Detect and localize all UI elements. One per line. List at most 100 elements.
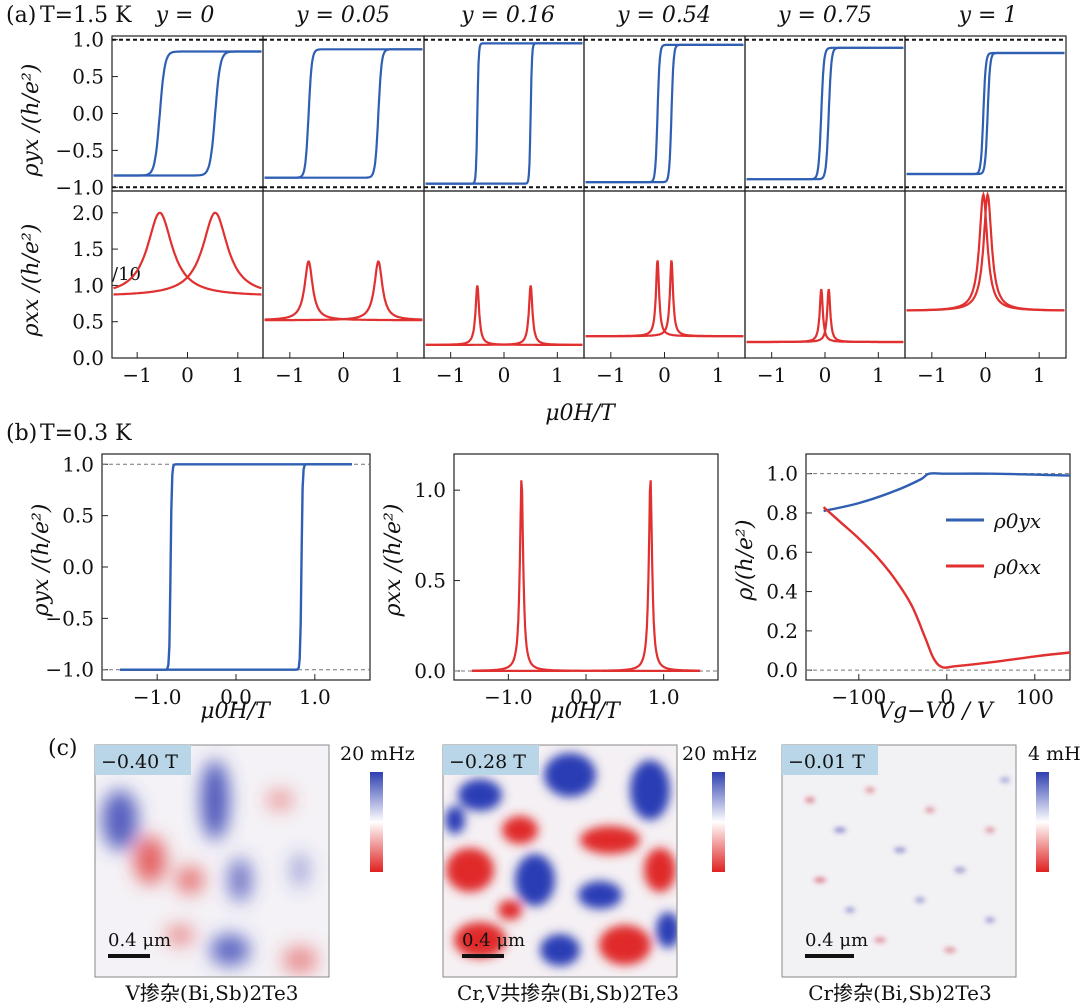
map-2-field: −0.28 T [449,751,526,773]
a-rho-yx-up-2 [425,42,583,185]
b-xlabel-2: μ0H/T [550,699,622,724]
a-bot-4-xtick-label-0: −1 [757,363,786,387]
b-left-frame [101,453,371,681]
a-scale-note: /10 [112,264,141,285]
a-bot-2-xtick-label-2: 1 [551,363,564,387]
a-top-0-ytick-label-4: 1.0 [72,28,104,52]
stm-map-2: −0.28 T 0.4 μm 20 mHz Cr,V共掺杂(Bi,Sb)2Te3 [442,743,757,1005]
a-bot-1-xtick-label-1: 0 [337,363,350,387]
b-mid-ytick-label-1: 0.5 [414,569,446,593]
a-bot-4-xtick-label-2: 1 [872,363,885,387]
a-bot-0-ytick-label-4: 2.0 [72,201,104,225]
y-label-5: y = 1 [958,3,1018,28]
y-label-0: y = 0 [155,3,215,28]
a-top-0-ytick-label-3: 0.5 [72,65,104,89]
a-rho-xx-neg-2 [425,285,583,346]
b-right-ytick-label-0: 0.0 [766,658,798,682]
b-mid-xtick-label-1: 0.0 [570,685,602,709]
b-left-ytick-label-2: 0.0 [62,555,94,579]
b-left-xtick-label-0: −1.0 [133,685,182,709]
a-bot-0-xtick-label-0: −1 [122,363,151,387]
a-bot-0-ytick-label-2: 1.0 [72,273,104,297]
legend-label-yx: ρ0yx [993,509,1041,533]
a-rho-yx-down-1 [264,48,423,179]
a-bot-5-xtick-label-1: 0 [979,363,992,387]
a-rho-yx-down-4 [746,46,904,181]
a-rho-yx-up-3 [585,43,744,184]
a-ylabel-xx: ρxx /(h/e²) [19,224,44,338]
map-2-scalebar: 0.4 μm [462,930,525,951]
colorbar-1 [370,772,383,872]
a-bot-1-xtick-label-2: 1 [391,363,404,387]
a-rho-yx-up-1 [264,48,423,179]
map-1-scale: 20 mHz [340,743,415,765]
stm-map-3: −0.01 T 0.4 μm 4 mHz Cr掺杂(Bi,Sb)2Te3 [781,743,1080,1005]
map-3-field: −0.01 T [788,751,865,773]
b-ylabel-xx: ρxx /(h/e²) [381,504,406,618]
legend-label-xx: ρ0xx [993,555,1041,579]
b-mid-xtick-label-0: −1.0 [484,685,533,709]
b-right-frame [805,453,1071,681]
a-rho-xx-neg-3 [585,260,744,338]
a-top-0-ytick-label-2: 0.0 [72,102,104,126]
map-2-scale: 20 mHz [682,743,757,765]
b-mid-frame [453,453,719,681]
panel-b-label: (b) [6,421,37,446]
a-bot-1-xtick-label-0: −1 [275,363,304,387]
a-bot-5-xtick-label-0: −1 [917,363,946,387]
panel-c-label: (c) [48,736,78,761]
b-rho-xx-neg [471,480,701,672]
colorbar-2 [712,772,725,872]
y-label-2: y = 0.16 [460,3,555,28]
b-left-xtick-label-1: 0.0 [220,685,252,709]
a-bot-3-xtick-label-2: 1 [712,363,725,387]
a-bot-3-frame [583,190,746,359]
a-rho-yx-up-4 [746,46,904,181]
b-left-ytick-label-3: 0.5 [62,504,94,528]
stm-map-1: −0.40 T 0.4 μm 20 mHz V掺杂(Bi,Sb)2Te3 [94,743,415,1005]
a-rho-xx-pos-1 [264,260,423,322]
a-rho-yx-down-3 [585,43,744,184]
b-right-ytick-label-5: 1.0 [766,462,798,486]
y-label-1: y = 0.05 [295,3,390,28]
b-left-ytick-label-1: −0.5 [45,606,94,630]
b-ylabel-rho: ρ/(h/e²) [733,520,758,602]
b-rho-yx-down [120,463,352,671]
panel-b-temperature: T=0.3 K [40,421,132,446]
a-bot-2-xtick-label-1: 0 [498,363,511,387]
a-bot-2-frame [423,190,585,359]
a-top-0-ytick-label-1: −0.5 [55,138,104,162]
b-right-xtick-label-0: −100 [831,685,886,709]
a-top-2-frame [423,35,585,192]
b-gate-rho-xx [822,506,1071,669]
b-mid-ytick-label-2: 1.0 [414,478,446,502]
b-left-xtick-label-2: 1.0 [299,685,331,709]
a-top-1-frame [262,35,425,192]
b-right-ytick-label-2: 0.4 [766,580,798,604]
a-rho-xx-neg-5 [906,191,1065,312]
a-rho-xx-pos-2 [425,285,583,346]
b-right-ytick-label-1: 0.2 [766,619,798,643]
a-bot-0-ytick-label-3: 1.5 [72,237,104,261]
panel-a-label: (a) [6,3,36,28]
b-gate-rho-yx [823,472,1071,513]
b-ylabel-yx: ρyx /(h/e²) [29,504,54,618]
a-top-0-ytick-label-0: −1.0 [55,175,104,199]
a-xlabel: μ0H/T [545,401,617,426]
map-3-caption: Cr掺杂(Bi,Sb)2Te3 [808,981,992,1005]
a-top-0-frame [111,35,264,192]
b-right-xtick-label-2: 100 [1016,685,1054,709]
a-bot-5-xtick-label-2: 1 [1033,363,1046,387]
a-rho-xx-pos-3 [585,260,744,338]
colorbar-3 [1036,772,1049,872]
a-bot-3-xtick-label-1: 0 [658,363,671,387]
map-3-scalebar: 0.4 μm [805,930,868,951]
b-xlabel-1: μ0H/T [200,699,272,724]
a-bot-0-ytick-label-0: 0.0 [72,346,104,370]
b-right-ytick-label-3: 0.6 [766,540,798,564]
b-xlabel-3: Vg−V0 / V [877,699,995,724]
a-top-3-frame [583,35,746,192]
a-rho-xx-neg-0 [113,211,262,296]
map-3-scale: 4 mHz [1028,743,1080,765]
